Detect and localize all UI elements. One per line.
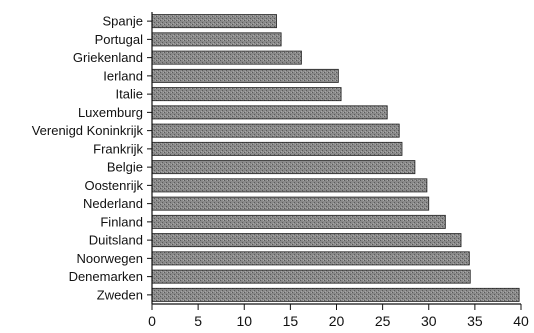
x-tick-label: 15 xyxy=(283,313,299,329)
bar xyxy=(151,141,403,156)
category-label: Denemarken xyxy=(69,269,143,284)
category-label: Frankrijk xyxy=(93,141,143,156)
bar xyxy=(151,14,277,29)
x-tick-label: 5 xyxy=(194,313,202,329)
bar xyxy=(151,233,462,248)
bar xyxy=(151,87,342,102)
x-tick-label: 30 xyxy=(421,313,437,329)
bar xyxy=(151,105,388,120)
y-axis xyxy=(147,12,153,304)
category-label: Luxemburg xyxy=(78,105,143,120)
x-tick-label: 25 xyxy=(375,313,391,329)
category-label: Noorwegen xyxy=(77,251,144,266)
category-label: Ierland xyxy=(103,68,143,83)
category-label: Finland xyxy=(100,214,143,229)
category-label: Oostenrijk xyxy=(84,178,143,193)
bar xyxy=(151,178,428,193)
category-label: Italie xyxy=(116,87,143,102)
bar xyxy=(151,251,470,266)
bar xyxy=(151,50,302,65)
bar xyxy=(151,214,446,229)
x-tick-label: 0 xyxy=(148,313,156,329)
bar xyxy=(151,196,430,211)
bars xyxy=(151,14,520,302)
category-label: Spanje xyxy=(103,14,143,29)
bar xyxy=(151,287,520,302)
bar xyxy=(151,68,339,83)
bar xyxy=(151,160,416,175)
category-label: Griekenland xyxy=(73,50,143,65)
category-label: Verenigd Koninkrijk xyxy=(32,123,144,138)
category-label: Belgie xyxy=(107,160,143,175)
x-tick-label: 35 xyxy=(467,313,483,329)
x-tick-label: 20 xyxy=(329,313,345,329)
category-label: Nederland xyxy=(83,196,143,211)
category-label: Zweden xyxy=(97,287,143,302)
category-labels: Spanje Portugal Griekenland Ierland Italie Lu… xyxy=(32,14,144,303)
x-tick-label: 40 xyxy=(513,313,529,329)
category-label: Duitsland xyxy=(89,233,143,248)
x-axis: 0 5 10 15 20 25 30 35 40 xyxy=(148,303,529,329)
bar xyxy=(151,269,471,284)
bar xyxy=(151,32,282,47)
x-tick-label: 10 xyxy=(236,313,252,329)
bar xyxy=(151,123,400,138)
category-label: Portugal xyxy=(95,32,144,47)
